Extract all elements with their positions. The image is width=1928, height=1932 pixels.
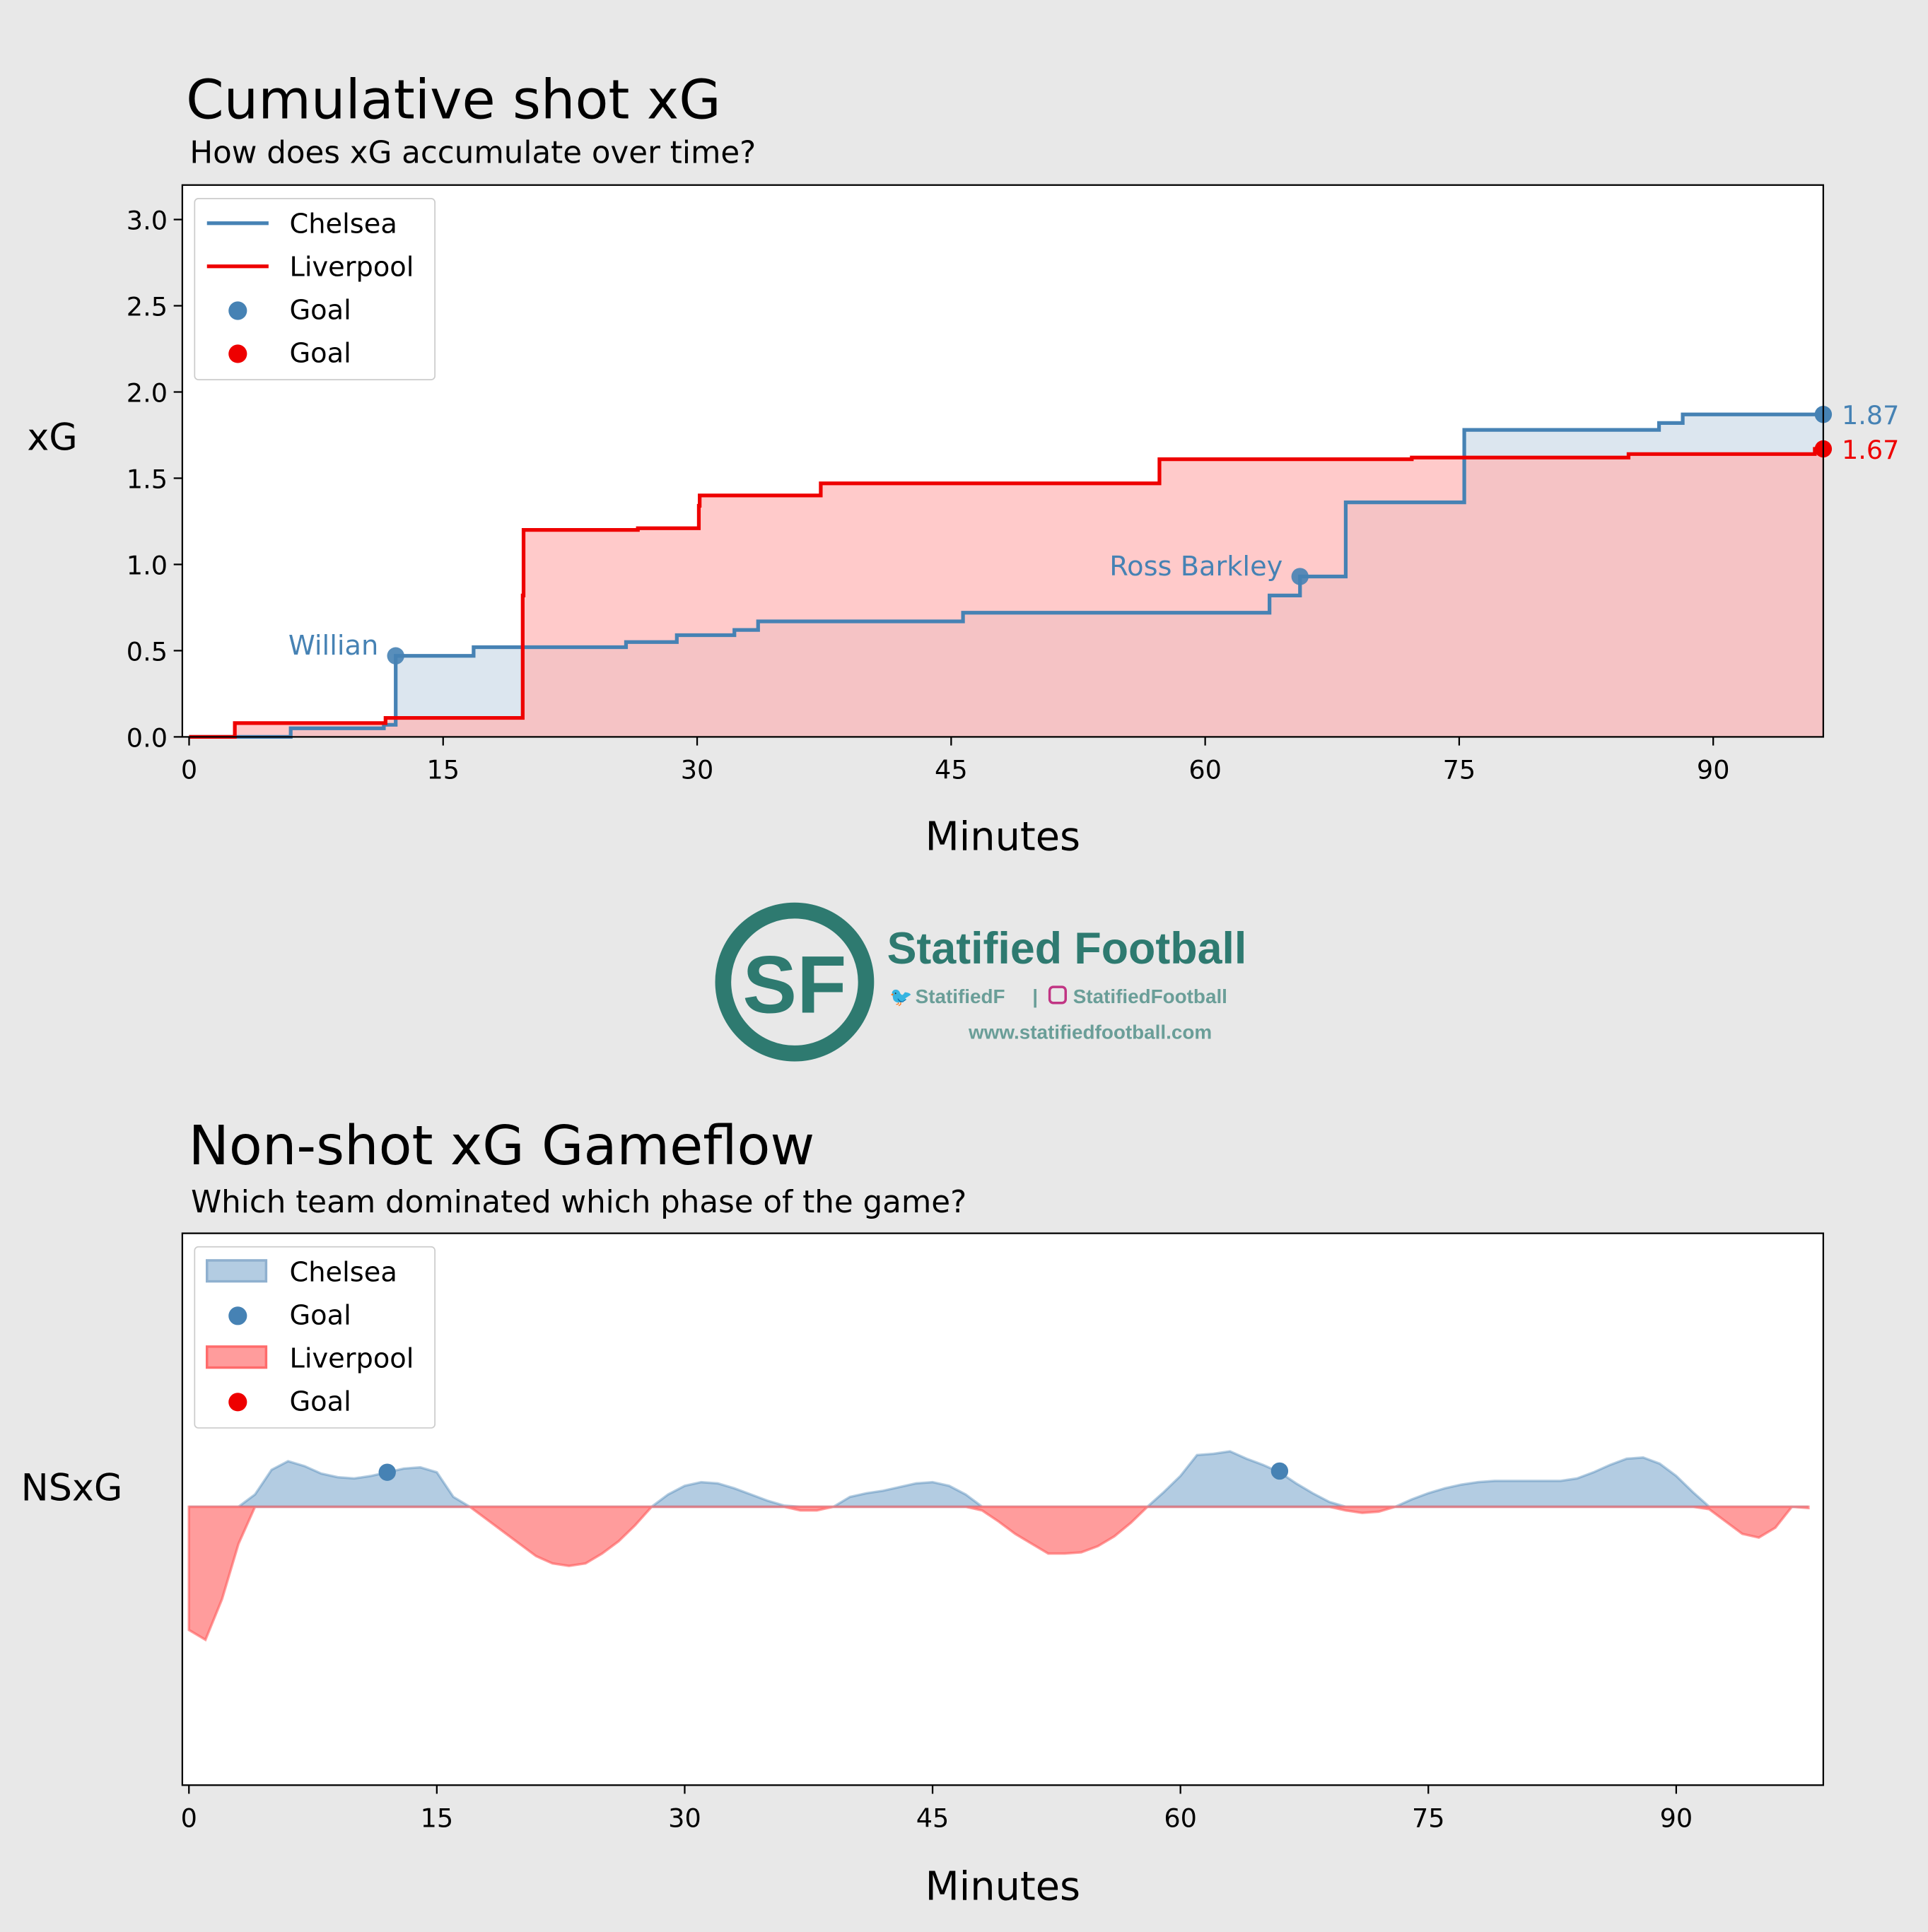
x-tick-label: 75 bbox=[1412, 1803, 1445, 1834]
legend-chelsea: Chelsea bbox=[289, 209, 397, 240]
chart1-legend: Chelsea Liverpool Goal Goal bbox=[194, 198, 436, 380]
chart2-marks bbox=[187, 1450, 1810, 1642]
goal-marker bbox=[387, 647, 404, 665]
x-tick-label: 45 bbox=[935, 755, 968, 785]
line-chelsea bbox=[189, 412, 1823, 739]
x-tick-label: 60 bbox=[1188, 755, 1222, 785]
y-tick-label: 2.5 bbox=[127, 291, 168, 322]
goal-marker bbox=[378, 1463, 396, 1481]
logo-name: Statified Football bbox=[887, 924, 1247, 973]
legend2-goal-chelsea: Goal bbox=[289, 1300, 351, 1332]
chart2-title: Non-shot xG Gameflow bbox=[189, 1115, 815, 1178]
y-tick-label: 3.0 bbox=[127, 205, 168, 235]
area-liverpool bbox=[189, 449, 1823, 737]
chart2-xlabel: Minutes bbox=[925, 1863, 1080, 1909]
area-liverpool bbox=[187, 1505, 1810, 1642]
legend2-liverpool: Liverpool bbox=[289, 1343, 414, 1375]
x-tick-label: 30 bbox=[668, 1803, 701, 1834]
chart1-marks: 1.87 Willian Ross Barkley 1.67 bbox=[189, 400, 1899, 739]
instagram-icon bbox=[1048, 985, 1067, 1005]
y-tick-label: 1.5 bbox=[127, 464, 168, 494]
legend2-goal-liverpool: Goal bbox=[289, 1386, 351, 1418]
legend2-chelsea: Chelsea bbox=[289, 1257, 397, 1289]
legend-liverpool: Liverpool bbox=[289, 252, 414, 283]
x-tick-label: 90 bbox=[1660, 1803, 1693, 1834]
twitter-icon: 🐦 bbox=[889, 987, 913, 1008]
x-tick-label: 15 bbox=[421, 1803, 454, 1834]
final-xg-label-chelsea: 1.87 bbox=[1842, 400, 1899, 431]
x-tick-label: 0 bbox=[181, 1803, 197, 1834]
legend-goal-chelsea: Goal bbox=[289, 295, 351, 327]
y-tick-label: 0.0 bbox=[127, 722, 168, 753]
y-tick-label: 2.0 bbox=[127, 377, 168, 408]
chart2-ylabel: NSxG bbox=[21, 1467, 123, 1510]
x-tick-label: 45 bbox=[916, 1803, 950, 1834]
logo-separator: | bbox=[1032, 985, 1038, 1007]
x-tick-label: 30 bbox=[681, 755, 714, 785]
goal-scorer-label: Ross Barkley bbox=[1109, 551, 1283, 582]
x-tick-label: 60 bbox=[1164, 1803, 1197, 1834]
chart2-ticks: 0 15 30 45 60 75 90 bbox=[181, 1785, 1693, 1834]
y-tick-label: 1.0 bbox=[127, 550, 168, 580]
chart1-xlabel: Minutes bbox=[925, 814, 1080, 860]
x-tick-label: 90 bbox=[1697, 755, 1730, 785]
chart1-title: Cumulative shot xG bbox=[186, 69, 721, 132]
statified-football-logo: SF Statified Football 🐦 StatifiedF | Sta… bbox=[715, 902, 1247, 1062]
chart2-subtitle: Which team dominated which phase of the … bbox=[191, 1185, 966, 1220]
chart1-ylabel: xG bbox=[27, 416, 77, 459]
goal-scorer-label: Willian bbox=[288, 630, 378, 662]
goal-marker bbox=[1270, 1462, 1289, 1480]
x-tick-label: 15 bbox=[426, 755, 460, 785]
chart1-subtitle: How does xG accumulate over time? bbox=[189, 135, 756, 170]
line-liverpool bbox=[189, 447, 1823, 739]
x-tick-label: 75 bbox=[1443, 755, 1476, 785]
chart2-legend: Chelsea Goal Liverpool Goal bbox=[194, 1246, 436, 1429]
goal-marker bbox=[1291, 568, 1309, 585]
logo-website: www.statifiedfootball.com bbox=[968, 1021, 1212, 1043]
x-tick-label: 0 bbox=[181, 755, 197, 785]
final-xg-label-liverpool: 1.67 bbox=[1842, 435, 1899, 465]
legend-goal-liverpool: Goal bbox=[289, 338, 351, 370]
chart1-ticks: 0 15 30 45 60 75 90 0.0 0.5 1.0 1.5 2.0 2.5 3.0 bbox=[127, 205, 1730, 785]
y-tick-label: 0.5 bbox=[127, 636, 168, 667]
logo-twitter: StatifiedF bbox=[916, 985, 1005, 1007]
logo-initials: SF bbox=[742, 940, 846, 1031]
logo-instagram: StatifiedFootball bbox=[1073, 985, 1227, 1007]
